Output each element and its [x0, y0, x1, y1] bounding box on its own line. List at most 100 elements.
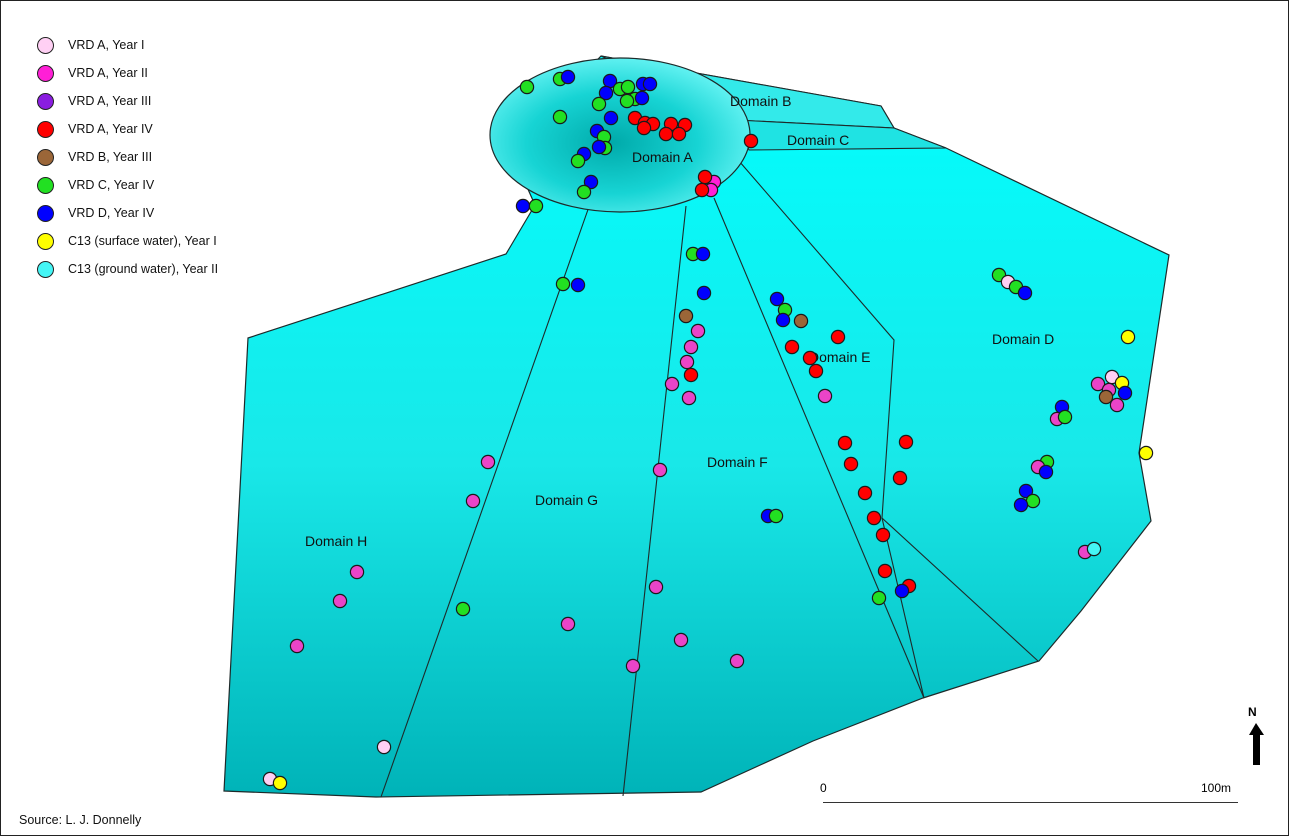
sample-point	[769, 291, 785, 307]
legend-label: VRD A, Year I	[68, 38, 145, 52]
legend-item: C13 (ground water), Year II	[37, 255, 218, 283]
sample-point	[636, 120, 652, 136]
sample-point	[519, 79, 535, 95]
legend-label: VRD B, Year III	[68, 150, 153, 164]
legend-swatch	[37, 92, 54, 110]
sample-point	[515, 198, 531, 214]
sample-point	[679, 354, 695, 370]
sample-point	[696, 285, 712, 301]
sample-point	[576, 184, 592, 200]
north-label: N	[1248, 705, 1257, 719]
legend-swatch	[37, 148, 54, 166]
legend-swatch	[37, 232, 54, 250]
sample-point	[376, 739, 392, 755]
sample-point	[694, 182, 710, 198]
sample-point	[560, 69, 576, 85]
sample-point	[560, 616, 576, 632]
sample-point	[570, 153, 586, 169]
sample-point	[729, 653, 745, 669]
domain-f-label: Domain F	[707, 454, 768, 470]
sample-point	[1109, 397, 1125, 413]
sample-point	[775, 312, 791, 328]
legend-swatch	[37, 120, 54, 138]
legend-label: C13 (ground water), Year II	[68, 262, 219, 276]
sample-point	[625, 658, 641, 674]
legend-item: VRD A, Year I	[37, 31, 218, 59]
sample-point	[619, 93, 635, 109]
sample-point	[658, 126, 674, 142]
sample-point	[332, 593, 348, 609]
sample-point	[349, 564, 365, 580]
legend-item: VRD C, Year IV	[37, 171, 218, 199]
domain-boundaries	[380, 160, 1039, 798]
sample-point	[690, 323, 706, 339]
legend-item: VRD A, Year II	[37, 59, 218, 87]
sample-point	[1013, 497, 1029, 513]
sample-point	[683, 339, 699, 355]
sample-point	[528, 198, 544, 214]
sample-point	[843, 456, 859, 472]
sample-point	[683, 367, 699, 383]
sample-point	[1086, 541, 1102, 557]
sample-point	[894, 583, 910, 599]
legend-swatch	[37, 64, 54, 82]
legend-item: VRD A, Year IV	[37, 115, 218, 143]
scale-bar	[823, 802, 1238, 803]
legend-swatch	[37, 36, 54, 54]
sample-point	[898, 434, 914, 450]
domain-c-label: Domain C	[787, 132, 849, 148]
sample-point	[634, 90, 650, 106]
legend-item: VRD D, Year IV	[37, 199, 218, 227]
sample-point	[743, 133, 759, 149]
sample-point	[793, 313, 809, 329]
sample-point	[866, 510, 882, 526]
sample-point	[768, 508, 784, 524]
sample-point	[555, 276, 571, 292]
sample-point	[465, 493, 481, 509]
sample-point	[673, 632, 689, 648]
sample-point	[802, 350, 818, 366]
legend-label: C13 (surface water), Year I	[68, 234, 217, 248]
domain-g-label: Domain G	[535, 492, 598, 508]
sample-point	[857, 485, 873, 501]
legend-label: VRD A, Year III	[68, 94, 152, 108]
legend-label: VRD A, Year IV	[68, 122, 153, 136]
sample-point	[695, 246, 711, 262]
domain-d-label: Domain D	[992, 331, 1054, 347]
sample-point	[671, 126, 687, 142]
sample-point	[480, 454, 496, 470]
domain-e-label: Domain E	[809, 349, 870, 365]
sample-point	[1057, 409, 1073, 425]
sample-point	[642, 76, 658, 92]
sample-point	[652, 462, 668, 478]
sample-point	[620, 79, 636, 95]
legend-item: C13 (surface water), Year I	[37, 227, 218, 255]
domain-b-label: Domain B	[730, 93, 791, 109]
sample-point	[1120, 329, 1136, 345]
legend-swatch	[37, 260, 54, 278]
source-credit: Source: L. J. Donnelly	[19, 813, 142, 827]
sample-point	[570, 277, 586, 293]
domain-a-label: Domain A	[632, 149, 693, 165]
sample-point	[289, 638, 305, 654]
legend-label: VRD A, Year II	[68, 66, 148, 80]
legend-swatch	[37, 204, 54, 222]
legend-label: VRD C, Year IV	[68, 178, 155, 192]
sample-point	[830, 329, 846, 345]
sample-point	[678, 308, 694, 324]
legend: VRD A, Year I VRD A, Year II VRD A, Year I…	[37, 31, 218, 283]
sample-point	[892, 470, 908, 486]
sample-point	[697, 169, 713, 185]
sample-point	[603, 110, 619, 126]
sample-point	[1017, 285, 1033, 301]
sample-point	[648, 579, 664, 595]
legend-item: VRD A, Year III	[37, 87, 218, 115]
sample-point	[837, 435, 853, 451]
sample-point	[877, 563, 893, 579]
sample-point	[272, 775, 288, 791]
sample-point	[871, 590, 887, 606]
sample-point	[1025, 493, 1041, 509]
sample-point	[1138, 445, 1154, 461]
sample-point	[552, 109, 568, 125]
